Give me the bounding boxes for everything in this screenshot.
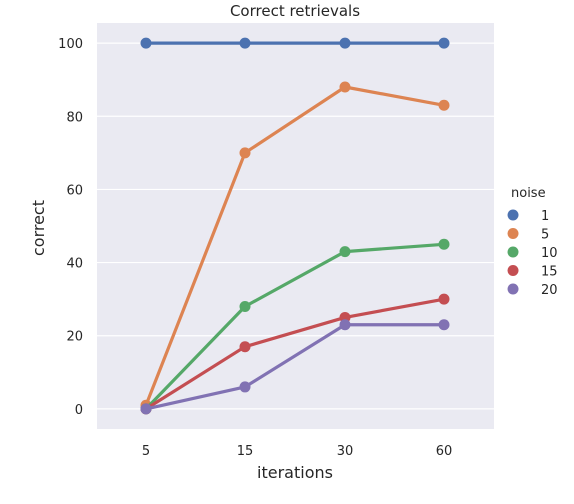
legend-title: noise (511, 186, 546, 201)
x-axis-label: iterations (257, 463, 333, 482)
legend-marker (507, 209, 519, 221)
y-tick-label: 0 (75, 403, 83, 418)
data-point (438, 37, 450, 49)
data-point (140, 37, 152, 49)
y-tick-label: 60 (66, 183, 83, 198)
legend-item: 1 (507, 209, 549, 224)
legend-item: 10 (507, 246, 558, 261)
legend-marker (507, 265, 519, 276)
y-tick-label: 100 (58, 37, 83, 52)
legend-item: 5 (507, 228, 549, 243)
series-1 (140, 37, 450, 49)
plot-area (97, 23, 494, 429)
chart-title: Correct retrievals (230, 2, 360, 20)
y-tick-label: 80 (66, 110, 83, 125)
data-point (140, 403, 152, 415)
x-tick-label: 60 (436, 444, 453, 459)
y-tick-label: 40 (66, 257, 83, 272)
series-line (144, 297, 446, 411)
x-tick-label: 15 (237, 444, 254, 459)
data-point (438, 319, 450, 331)
legend-marker (507, 228, 519, 239)
data-point (339, 81, 351, 93)
data-point (438, 99, 450, 111)
data-point (239, 147, 251, 159)
legend-label: 10 (541, 246, 558, 261)
legend-label: 20 (541, 283, 558, 298)
data-point (438, 293, 450, 305)
legend-marker (507, 283, 519, 295)
data-point (239, 381, 251, 393)
legend-item: 20 (507, 283, 558, 298)
x-tick-label: 30 (337, 444, 354, 459)
data-point (239, 300, 251, 312)
legend-label: 15 (541, 265, 558, 280)
series-line (144, 85, 446, 407)
data-point (339, 246, 351, 258)
data-point (339, 37, 351, 49)
y-axis-label: correct (29, 200, 48, 256)
series-line (144, 323, 446, 411)
data-point (438, 238, 450, 250)
series-lines (140, 37, 450, 415)
series-20 (140, 319, 450, 415)
y-tick-labels: 0 20 40 60 80 100 (58, 37, 83, 418)
data-point (239, 341, 251, 353)
y-tick-label: 20 (66, 330, 83, 345)
legend-marker (507, 246, 519, 258)
series-line (144, 242, 446, 411)
legend-label: 5 (541, 228, 549, 243)
legend-item: 15 (507, 265, 558, 280)
x-tick-label: 5 (142, 444, 150, 459)
x-tick-labels: 5 15 30 60 (142, 444, 452, 459)
legend-label: 1 (541, 209, 549, 224)
data-point (239, 37, 251, 49)
data-point (339, 319, 351, 331)
